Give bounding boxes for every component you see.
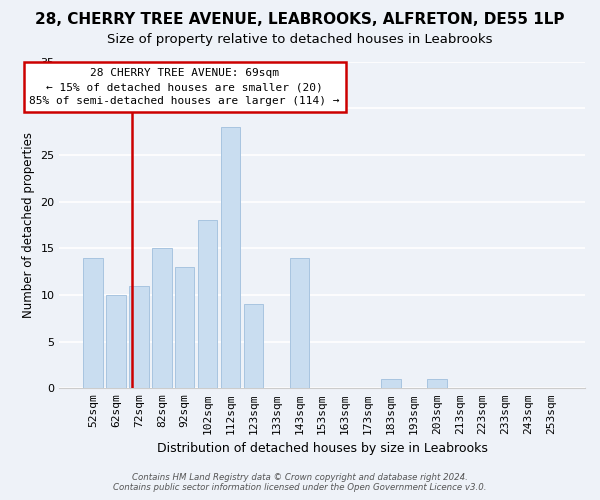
Bar [83, 258, 103, 388]
Bar [198, 220, 217, 388]
Text: 28, CHERRY TREE AVENUE, LEABROOKS, ALFRETON, DE55 1LP: 28, CHERRY TREE AVENUE, LEABROOKS, ALFRE… [35, 12, 565, 28]
Text: 28 CHERRY TREE AVENUE: 69sqm
← 15% of detached houses are smaller (20)
85% of se: 28 CHERRY TREE AVENUE: 69sqm ← 15% of de… [29, 68, 340, 106]
Text: Contains HM Land Registry data © Crown copyright and database right 2024.
Contai: Contains HM Land Registry data © Crown c… [113, 473, 487, 492]
Bar [106, 295, 125, 388]
Bar [129, 286, 149, 389]
Y-axis label: Number of detached properties: Number of detached properties [22, 132, 35, 318]
Bar [221, 127, 240, 388]
Bar [175, 267, 194, 388]
X-axis label: Distribution of detached houses by size in Leabrooks: Distribution of detached houses by size … [157, 442, 488, 455]
Text: Size of property relative to detached houses in Leabrooks: Size of property relative to detached ho… [107, 32, 493, 46]
Bar [244, 304, 263, 388]
Bar [290, 258, 309, 388]
Bar [152, 248, 172, 388]
Bar [427, 379, 446, 388]
Bar [381, 379, 401, 388]
